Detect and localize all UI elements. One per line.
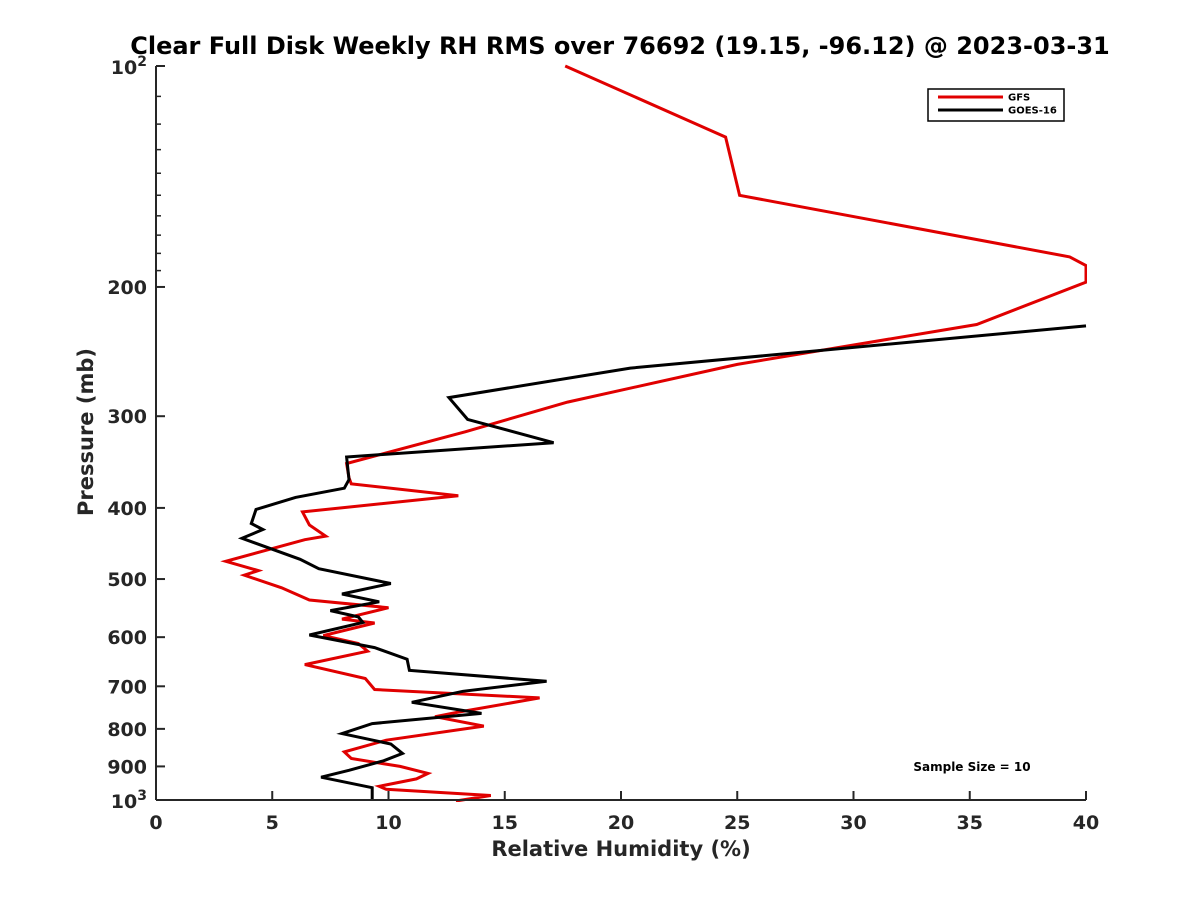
series-lines [220, 64, 1087, 802]
y-tick-label: 500 [107, 569, 147, 591]
y-tick-label: 800 [107, 719, 147, 741]
y-tick-label: 200 [107, 277, 147, 299]
y-tick-label-exp: 103 [111, 788, 147, 813]
y-tick-label-exp: 102 [111, 54, 147, 79]
x-tick-label: 25 [724, 812, 750, 834]
axes [155, 65, 1087, 801]
x-tick-label: 40 [1073, 812, 1099, 834]
y-tick-label: 900 [107, 756, 147, 778]
series-line-goes-16 [237, 324, 1087, 800]
legend-box [927, 88, 1065, 122]
x-tick-label: 20 [608, 812, 634, 834]
y-tick-label: 600 [107, 627, 147, 649]
y-tick-label: 400 [107, 498, 147, 520]
y-axis-label: Pressure (mb) [74, 348, 98, 516]
legend: GFS GOES-16 [927, 88, 1065, 122]
x-axis-label: Relative Humidity (%) [491, 837, 750, 861]
legend-label-gfs: GFS [1008, 93, 1030, 104]
x-tick-label: 5 [266, 812, 279, 834]
y-tick-labels: 200 300 400 500 600 700 800 900 102 103 [107, 54, 147, 813]
x-tick-label: 0 [149, 812, 162, 834]
legend-label-goes16: GOES-16 [1008, 106, 1057, 117]
x-tick-label: 35 [957, 812, 983, 834]
y-tick-label: 700 [107, 676, 147, 698]
y-tick-label: 300 [107, 406, 147, 428]
x-tick-label: 15 [492, 812, 518, 834]
x-tick-label: 30 [840, 812, 866, 834]
x-tick-label: 10 [375, 812, 401, 834]
sample-size-annotation: Sample Size = 10 [913, 760, 1030, 774]
x-tick-labels: 0 5 10 15 20 25 30 35 40 [149, 812, 1099, 834]
chart-title: Clear Full Disk Weekly RH RMS over 76692… [130, 32, 1110, 60]
series-line-gfs [220, 64, 1087, 802]
